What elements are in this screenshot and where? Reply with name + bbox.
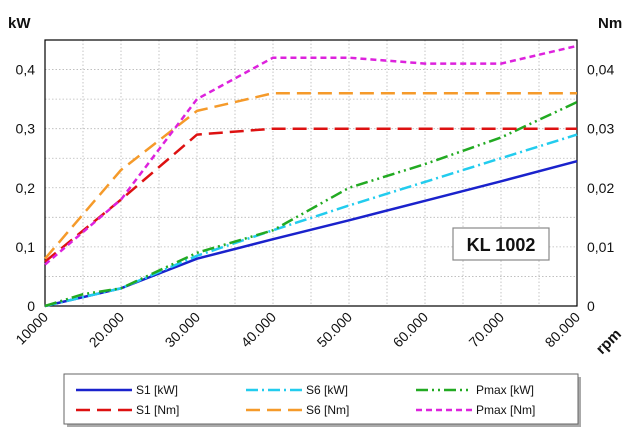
legend-box [63, 373, 579, 425]
y-left-tick-label: 0,4 [16, 62, 36, 78]
plot-frame [44, 39, 578, 307]
grid [44, 40, 578, 306]
y-right-ticks: 0 0,01 0,02 0,03 0,04 [587, 62, 614, 314]
y-right-tick-label: 0,01 [587, 239, 614, 255]
model-label-box: KL 1002 [452, 227, 550, 261]
y-right-tick-label: 0,02 [587, 180, 614, 196]
series-line-3 [44, 127, 577, 263]
legend-label-0: S1 [kW] [136, 383, 178, 397]
y-right-unit: Nm [598, 15, 622, 32]
x-tick-label: 30.000 [162, 309, 204, 351]
x-tick-label: 50.000 [314, 309, 356, 351]
legend-label-3: S1 [Nm] [136, 403, 179, 417]
legend-label-4: S6 [Nm] [306, 403, 349, 417]
y-left-tick-label: 0,1 [16, 239, 36, 255]
y-left-ticks: 0 0,1 0,2 0,3 0,4 [16, 62, 36, 314]
series-line-4 [44, 91, 577, 260]
x-tick-label: 20.000 [86, 309, 128, 351]
y-left-tick-label: 0,3 [16, 121, 36, 137]
y-left-tick-label: 0 [27, 298, 35, 314]
x-ticks: 10000 20.000 30.000 40.000 50.000 60.000 70.00… [12, 309, 583, 351]
x-tick-label: 80.000 [542, 309, 584, 351]
x-tick-label: 60.000 [390, 309, 432, 351]
series-line-2 [44, 100, 578, 308]
y-right-tick-label: 0 [587, 298, 595, 314]
legend-label-5: Pmax [Nm] [476, 403, 535, 417]
legend-label-2: Pmax [kW] [476, 383, 534, 397]
y-left-tick-label: 0,2 [16, 180, 36, 196]
x-tick-label: 10000 [12, 309, 51, 348]
legend-label-1: S6 [kW] [306, 383, 348, 397]
legend: S1 [kW] S6 [kW] Pmax [kW] S1 [Nm] S6 [Nm] Pma… [63, 373, 581, 427]
y-right-tick-label: 0,04 [587, 62, 614, 78]
y-left-unit: kW [8, 15, 31, 32]
series-layer [44, 44, 578, 308]
y-right-tick-label: 0,03 [587, 121, 614, 137]
model-label: KL 1002 [467, 235, 536, 255]
series-line-5 [44, 44, 578, 266]
x-tick-label: 70.000 [466, 309, 508, 351]
x-unit: rpm [593, 326, 625, 358]
x-tick-label: 40.000 [238, 309, 280, 351]
